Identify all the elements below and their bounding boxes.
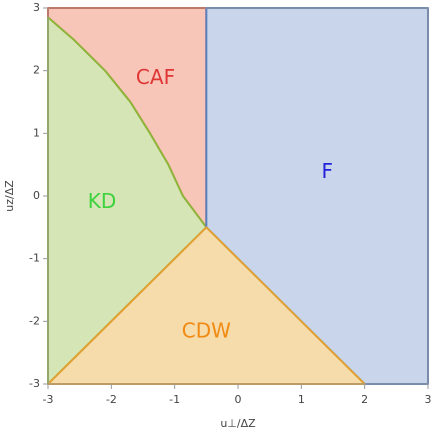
region-label: CAF bbox=[136, 65, 175, 89]
x-axis-label: u⊥/ΔZ bbox=[220, 417, 256, 430]
x-tick-label: -3 bbox=[43, 393, 54, 406]
x-tick-label: 1 bbox=[298, 393, 305, 406]
x-tick-label: 3 bbox=[425, 393, 432, 406]
y-axis-label: uz/ΔZ bbox=[3, 180, 16, 212]
region bbox=[47, 16, 208, 385]
y-tick-label: 0 bbox=[33, 189, 40, 202]
y-tick-label: 3 bbox=[33, 1, 40, 14]
region-label: KD bbox=[88, 189, 117, 213]
x-tick-label: 2 bbox=[361, 393, 368, 406]
region-label: F bbox=[322, 159, 334, 183]
x-tick-label: -2 bbox=[106, 393, 117, 406]
x-tick-label: -1 bbox=[169, 393, 180, 406]
y-tick-label: -2 bbox=[29, 314, 40, 327]
x-tick-label: 0 bbox=[235, 393, 242, 406]
region-label: CDW bbox=[182, 318, 231, 342]
y-tick-label: -1 bbox=[29, 252, 40, 265]
y-tick-label: 2 bbox=[33, 64, 40, 77]
y-tick-label: -3 bbox=[29, 377, 40, 390]
y-tick-label: 1 bbox=[33, 126, 40, 139]
